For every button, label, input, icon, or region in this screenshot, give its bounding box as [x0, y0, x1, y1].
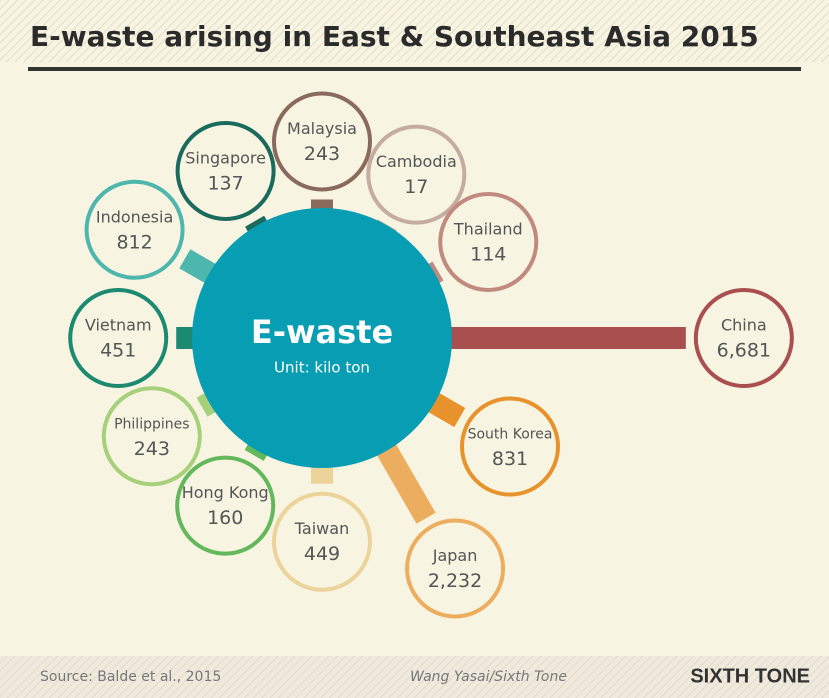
bubble [272, 491, 372, 592]
category-label: Philippines [114, 416, 189, 432]
bar [196, 392, 217, 417]
bubble [101, 386, 202, 487]
bar [427, 392, 466, 428]
bar [311, 199, 333, 210]
title-band [0, 0, 829, 62]
bar [176, 327, 194, 349]
bubble [68, 288, 169, 388]
bar [427, 261, 444, 284]
category-label: Indonesia [96, 207, 173, 226]
bubble [438, 192, 539, 293]
value-label: 812 [116, 231, 152, 253]
bubble [175, 455, 276, 556]
value-label: 6,681 [717, 340, 771, 362]
value-label: 160 [207, 507, 243, 529]
center-sublabel: Unit: kilo ton [274, 359, 370, 377]
source: Source: Balde et al., 2015 [40, 669, 221, 685]
category-label: China [721, 316, 767, 335]
category-label: Vietnam [85, 316, 152, 335]
credit: Wang Yasai/Sixth Tone [410, 669, 567, 685]
bar [450, 327, 686, 349]
bar [244, 443, 268, 461]
footer-band [0, 656, 829, 698]
category-label: Cambodia [376, 152, 457, 171]
center-circle [192, 208, 452, 468]
chart-title: E-waste arising in East & Southeast Asia… [30, 20, 759, 53]
category-label: Thailand [453, 220, 523, 239]
bubble [272, 91, 372, 192]
bar [376, 443, 436, 524]
bubble [405, 518, 506, 619]
value-label: 831 [492, 448, 528, 470]
value-label: 243 [134, 438, 170, 460]
plot: China 6,681 South Korea 831 Japan 2,232 Taiwan… [68, 91, 794, 619]
category-label: South Korea [468, 427, 553, 443]
category-label: Singapore [185, 149, 266, 168]
bubble [693, 288, 794, 388]
value-label: 114 [470, 244, 506, 266]
bubble [175, 121, 276, 222]
center-label: E-waste [251, 313, 393, 351]
category-label: Taiwan [294, 519, 349, 538]
value-label: 243 [304, 143, 340, 165]
bubble [366, 124, 467, 225]
title-rule [28, 67, 801, 71]
value-label: 451 [100, 340, 136, 362]
category-label: Hong Kong [182, 483, 269, 502]
brand-logo: SIXTH TONE [690, 665, 810, 687]
bubble [460, 396, 561, 497]
value-label: 137 [207, 173, 243, 195]
value-label: 17 [404, 176, 428, 198]
bubble [84, 179, 185, 280]
bar [245, 215, 268, 233]
value-label: 2,232 [428, 570, 482, 592]
bar [179, 249, 217, 284]
value-label: 449 [304, 543, 340, 565]
category-label: Japan [432, 546, 478, 565]
category-label: Malaysia [287, 119, 357, 138]
bar [311, 466, 333, 484]
